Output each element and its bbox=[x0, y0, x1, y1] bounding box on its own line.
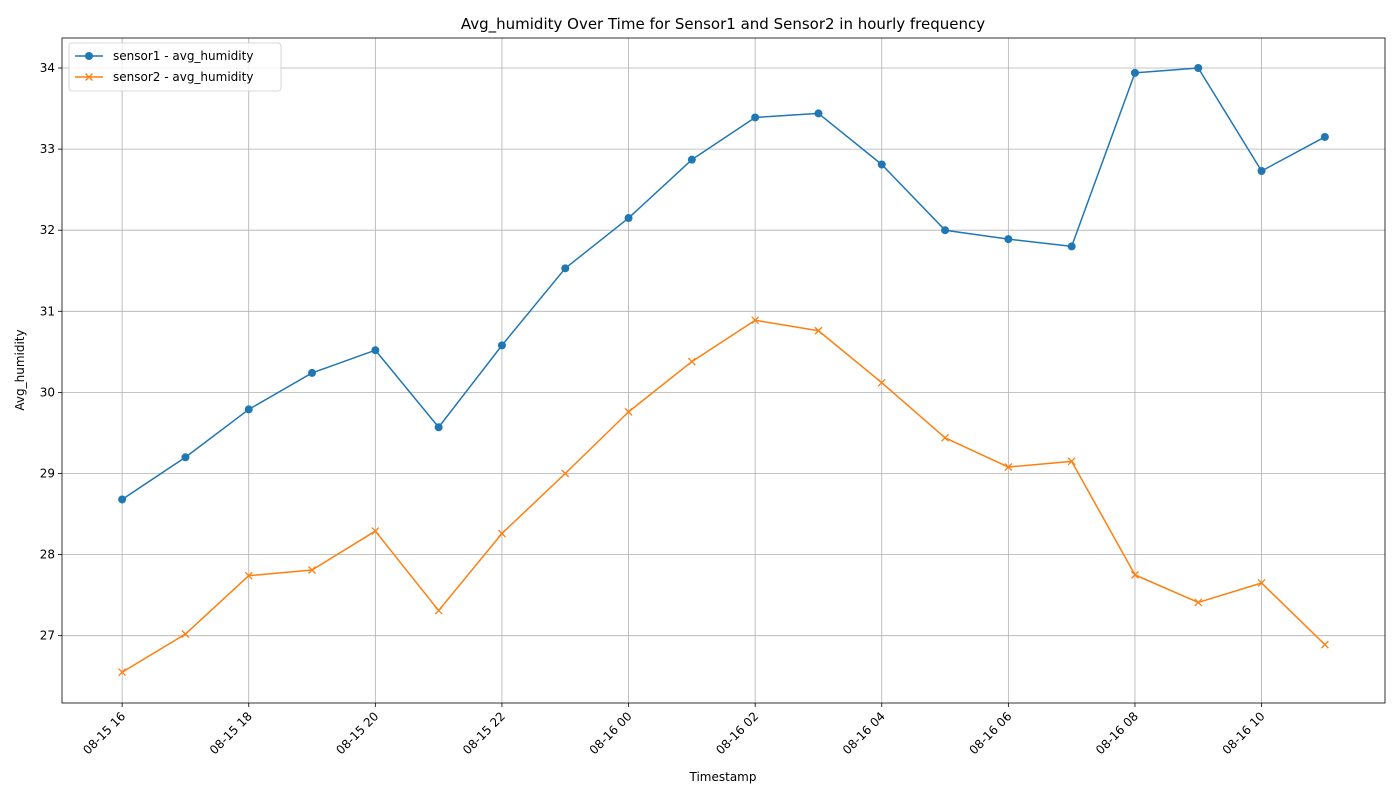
data-point bbox=[814, 326, 823, 335]
y-tick-label: 30 bbox=[40, 385, 55, 399]
data-point bbox=[181, 453, 190, 462]
data-point bbox=[118, 668, 127, 677]
data-point bbox=[941, 433, 950, 442]
series-line bbox=[121, 67, 1326, 501]
series-1 bbox=[118, 64, 1329, 504]
legend-frame bbox=[68, 42, 282, 92]
data-point bbox=[1194, 64, 1203, 73]
data-point bbox=[497, 529, 506, 538]
y-tick-label: 32 bbox=[40, 223, 55, 237]
data-point bbox=[371, 346, 380, 355]
y-tick-label: 33 bbox=[40, 142, 55, 156]
y-tick-label: 34 bbox=[40, 61, 55, 75]
data-point bbox=[434, 423, 443, 432]
data-point bbox=[181, 630, 190, 639]
data-point bbox=[1320, 132, 1329, 141]
legend-items: sensor1 - avg_humidity sensor2 - avg_humi… bbox=[75, 49, 253, 84]
legend: sensor1 - avg_humidity sensor2 - avg_humi… bbox=[68, 42, 282, 92]
data-point bbox=[1131, 570, 1139, 579]
data-point bbox=[941, 226, 950, 235]
data-point bbox=[877, 160, 886, 169]
grid bbox=[62, 38, 1385, 703]
series-line bbox=[121, 319, 1326, 673]
data-point bbox=[624, 214, 633, 223]
data-point bbox=[1067, 242, 1076, 251]
data-point bbox=[687, 357, 696, 366]
data-point bbox=[1004, 463, 1013, 471]
legend-item: sensor2 - avg_humidity bbox=[75, 70, 253, 84]
data-point bbox=[814, 109, 823, 118]
data-point bbox=[877, 378, 886, 387]
x-axis-label: Timestamp bbox=[689, 770, 757, 784]
series-layer bbox=[118, 64, 1329, 677]
data-point bbox=[1257, 167, 1266, 175]
data-point bbox=[308, 368, 317, 377]
legend-label: sensor2 - avg_humidity bbox=[113, 70, 253, 84]
y-tick-label: 28 bbox=[40, 548, 55, 562]
data-point bbox=[308, 566, 317, 574]
series-2 bbox=[118, 316, 1329, 677]
data-point bbox=[687, 155, 696, 164]
data-point bbox=[1257, 579, 1266, 587]
y-axis-label: Avg_humidity bbox=[13, 329, 27, 410]
legend-label: sensor1 - avg_humidity bbox=[113, 49, 253, 63]
data-point bbox=[751, 113, 760, 122]
data-point bbox=[1194, 598, 1203, 607]
data-point bbox=[1320, 640, 1329, 649]
data-point bbox=[751, 316, 760, 325]
legend-marker bbox=[85, 52, 93, 60]
data-point bbox=[1067, 457, 1076, 466]
y-tick-label: 27 bbox=[40, 629, 55, 643]
data-point bbox=[434, 606, 443, 615]
data-point bbox=[561, 469, 570, 478]
plot-frame bbox=[61, 37, 1386, 704]
legend-item: sensor1 - avg_humidity bbox=[75, 49, 253, 63]
data-point bbox=[561, 264, 570, 273]
legend-marker bbox=[85, 73, 93, 81]
data-point bbox=[497, 341, 506, 350]
y-tick-label: 31 bbox=[40, 304, 55, 318]
data-point bbox=[118, 495, 127, 504]
y-tick-label: 29 bbox=[40, 466, 55, 480]
data-point bbox=[624, 407, 633, 416]
data-point bbox=[371, 527, 380, 536]
data-point bbox=[244, 405, 253, 414]
data-point bbox=[1130, 68, 1139, 77]
data-point bbox=[244, 571, 253, 580]
data-point bbox=[1004, 235, 1013, 244]
chart-title: Avg_humidity Over Time for Sensor1 and S… bbox=[461, 15, 985, 34]
